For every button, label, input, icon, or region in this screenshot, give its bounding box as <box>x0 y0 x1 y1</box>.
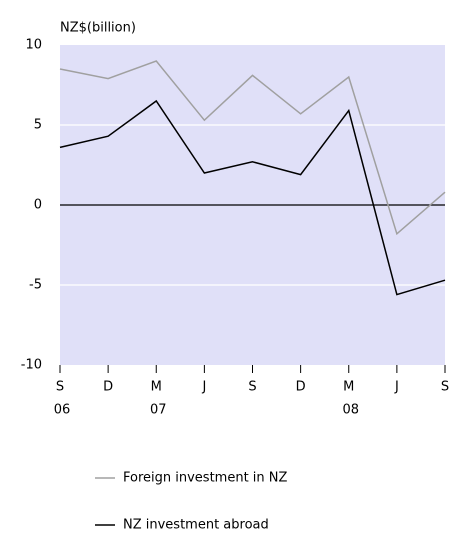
x-tick-label: S <box>248 380 256 395</box>
x-tick-label: M <box>151 380 162 395</box>
x-tick-label: M <box>343 380 354 395</box>
x-tick-label: D <box>103 380 113 395</box>
x-tick-label: D <box>296 380 306 395</box>
y-tick-label: 5 <box>34 118 42 133</box>
x-tick-label: J <box>394 380 399 395</box>
x-tick-label: S <box>56 380 64 395</box>
year-label: 08 <box>342 403 359 418</box>
series-line <box>59 99 446 296</box>
y-tick-label: 10 <box>25 38 42 53</box>
y-tick-label: -10 <box>21 358 42 373</box>
year-label: 06 <box>54 403 71 418</box>
legend-label: NZ investment abroad <box>123 518 269 533</box>
y-axis-label: NZ$(billion) <box>60 21 136 36</box>
y-tick-label: -5 <box>29 278 42 293</box>
series-line <box>59 60 446 236</box>
y-tick-label: 0 <box>34 198 42 213</box>
legend-label: Foreign investment in NZ <box>123 471 288 486</box>
year-label: 07 <box>150 403 167 418</box>
x-tick-label: J <box>201 380 206 395</box>
x-tick-label: S <box>441 380 449 395</box>
